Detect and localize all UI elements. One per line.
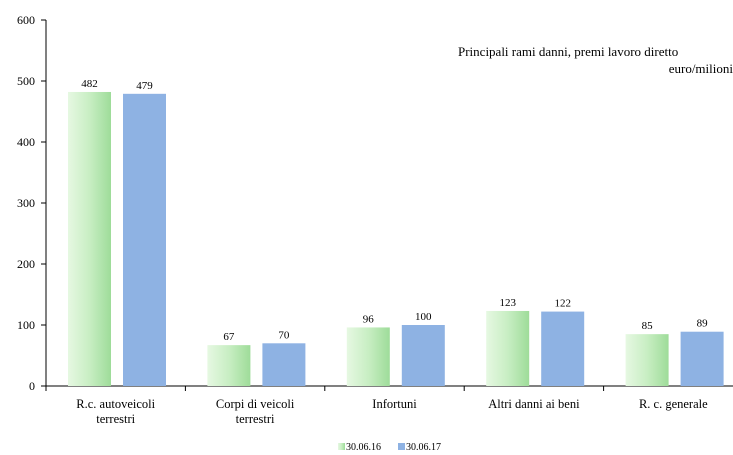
data-label: 482 [81, 78, 98, 90]
bar-30-06-17-1 [262, 343, 306, 386]
data-label: 67 [223, 331, 235, 343]
data-label: 85 [642, 320, 654, 332]
chart-title-block: Principali rami danni, premi lavoro dire… [458, 44, 733, 76]
y-tick-label: 500 [17, 74, 35, 88]
bar-30-06-16-2 [346, 327, 390, 386]
legend: 30.06.16 30.06.17 [338, 442, 441, 453]
legend-label: 30.06.16 [346, 442, 381, 453]
y-tick-label: 200 [17, 257, 35, 271]
bar-30-06-17-0 [123, 93, 166, 386]
chart-title: Principali rami danni, premi lavoro dire… [458, 44, 678, 59]
chart-subtitle: euro/milioni [669, 61, 733, 76]
data-label: 122 [554, 298, 571, 310]
plot-area: 0 100 200 300 400 500 600 482 479 R.c. autoveicol… [17, 13, 733, 426]
legend-swatch [398, 443, 405, 450]
data-label: 96 [363, 313, 375, 325]
x-category-label: terrestri [236, 412, 275, 426]
bar-30-06-16-1 [207, 345, 251, 386]
data-label: 70 [278, 329, 290, 341]
data-label: 89 [697, 318, 709, 330]
bar-30-06-17-3 [541, 311, 585, 386]
data-label: 123 [499, 297, 516, 309]
bar-30-06-16-3 [486, 310, 530, 386]
y-tick-label: 400 [17, 135, 35, 149]
legend-label: 30.06.17 [406, 442, 441, 453]
bar-30-06-16-0 [68, 91, 111, 386]
x-category-label: R.c. autoveicoli [76, 397, 155, 411]
x-category-label: R. c. generale [639, 397, 708, 411]
x-category-label: Corpi di veicoli [216, 397, 295, 411]
x-category-label: terrestri [96, 412, 135, 426]
x-category-label: Altri danni ai beni [488, 397, 580, 411]
data-label: 100 [415, 311, 432, 323]
bar-30-06-17-2 [401, 325, 445, 386]
bar-30-06-16-4 [625, 334, 669, 386]
x-category-label: Infortuni [372, 397, 417, 411]
y-tick-label: 100 [17, 318, 35, 332]
y-tick-label: 600 [17, 13, 35, 27]
y-tick-label: 0 [29, 379, 35, 393]
data-label: 479 [136, 80, 153, 92]
legend-swatch [338, 443, 345, 450]
bar-30-06-17-4 [680, 331, 724, 386]
y-tick-label: 300 [17, 196, 35, 210]
